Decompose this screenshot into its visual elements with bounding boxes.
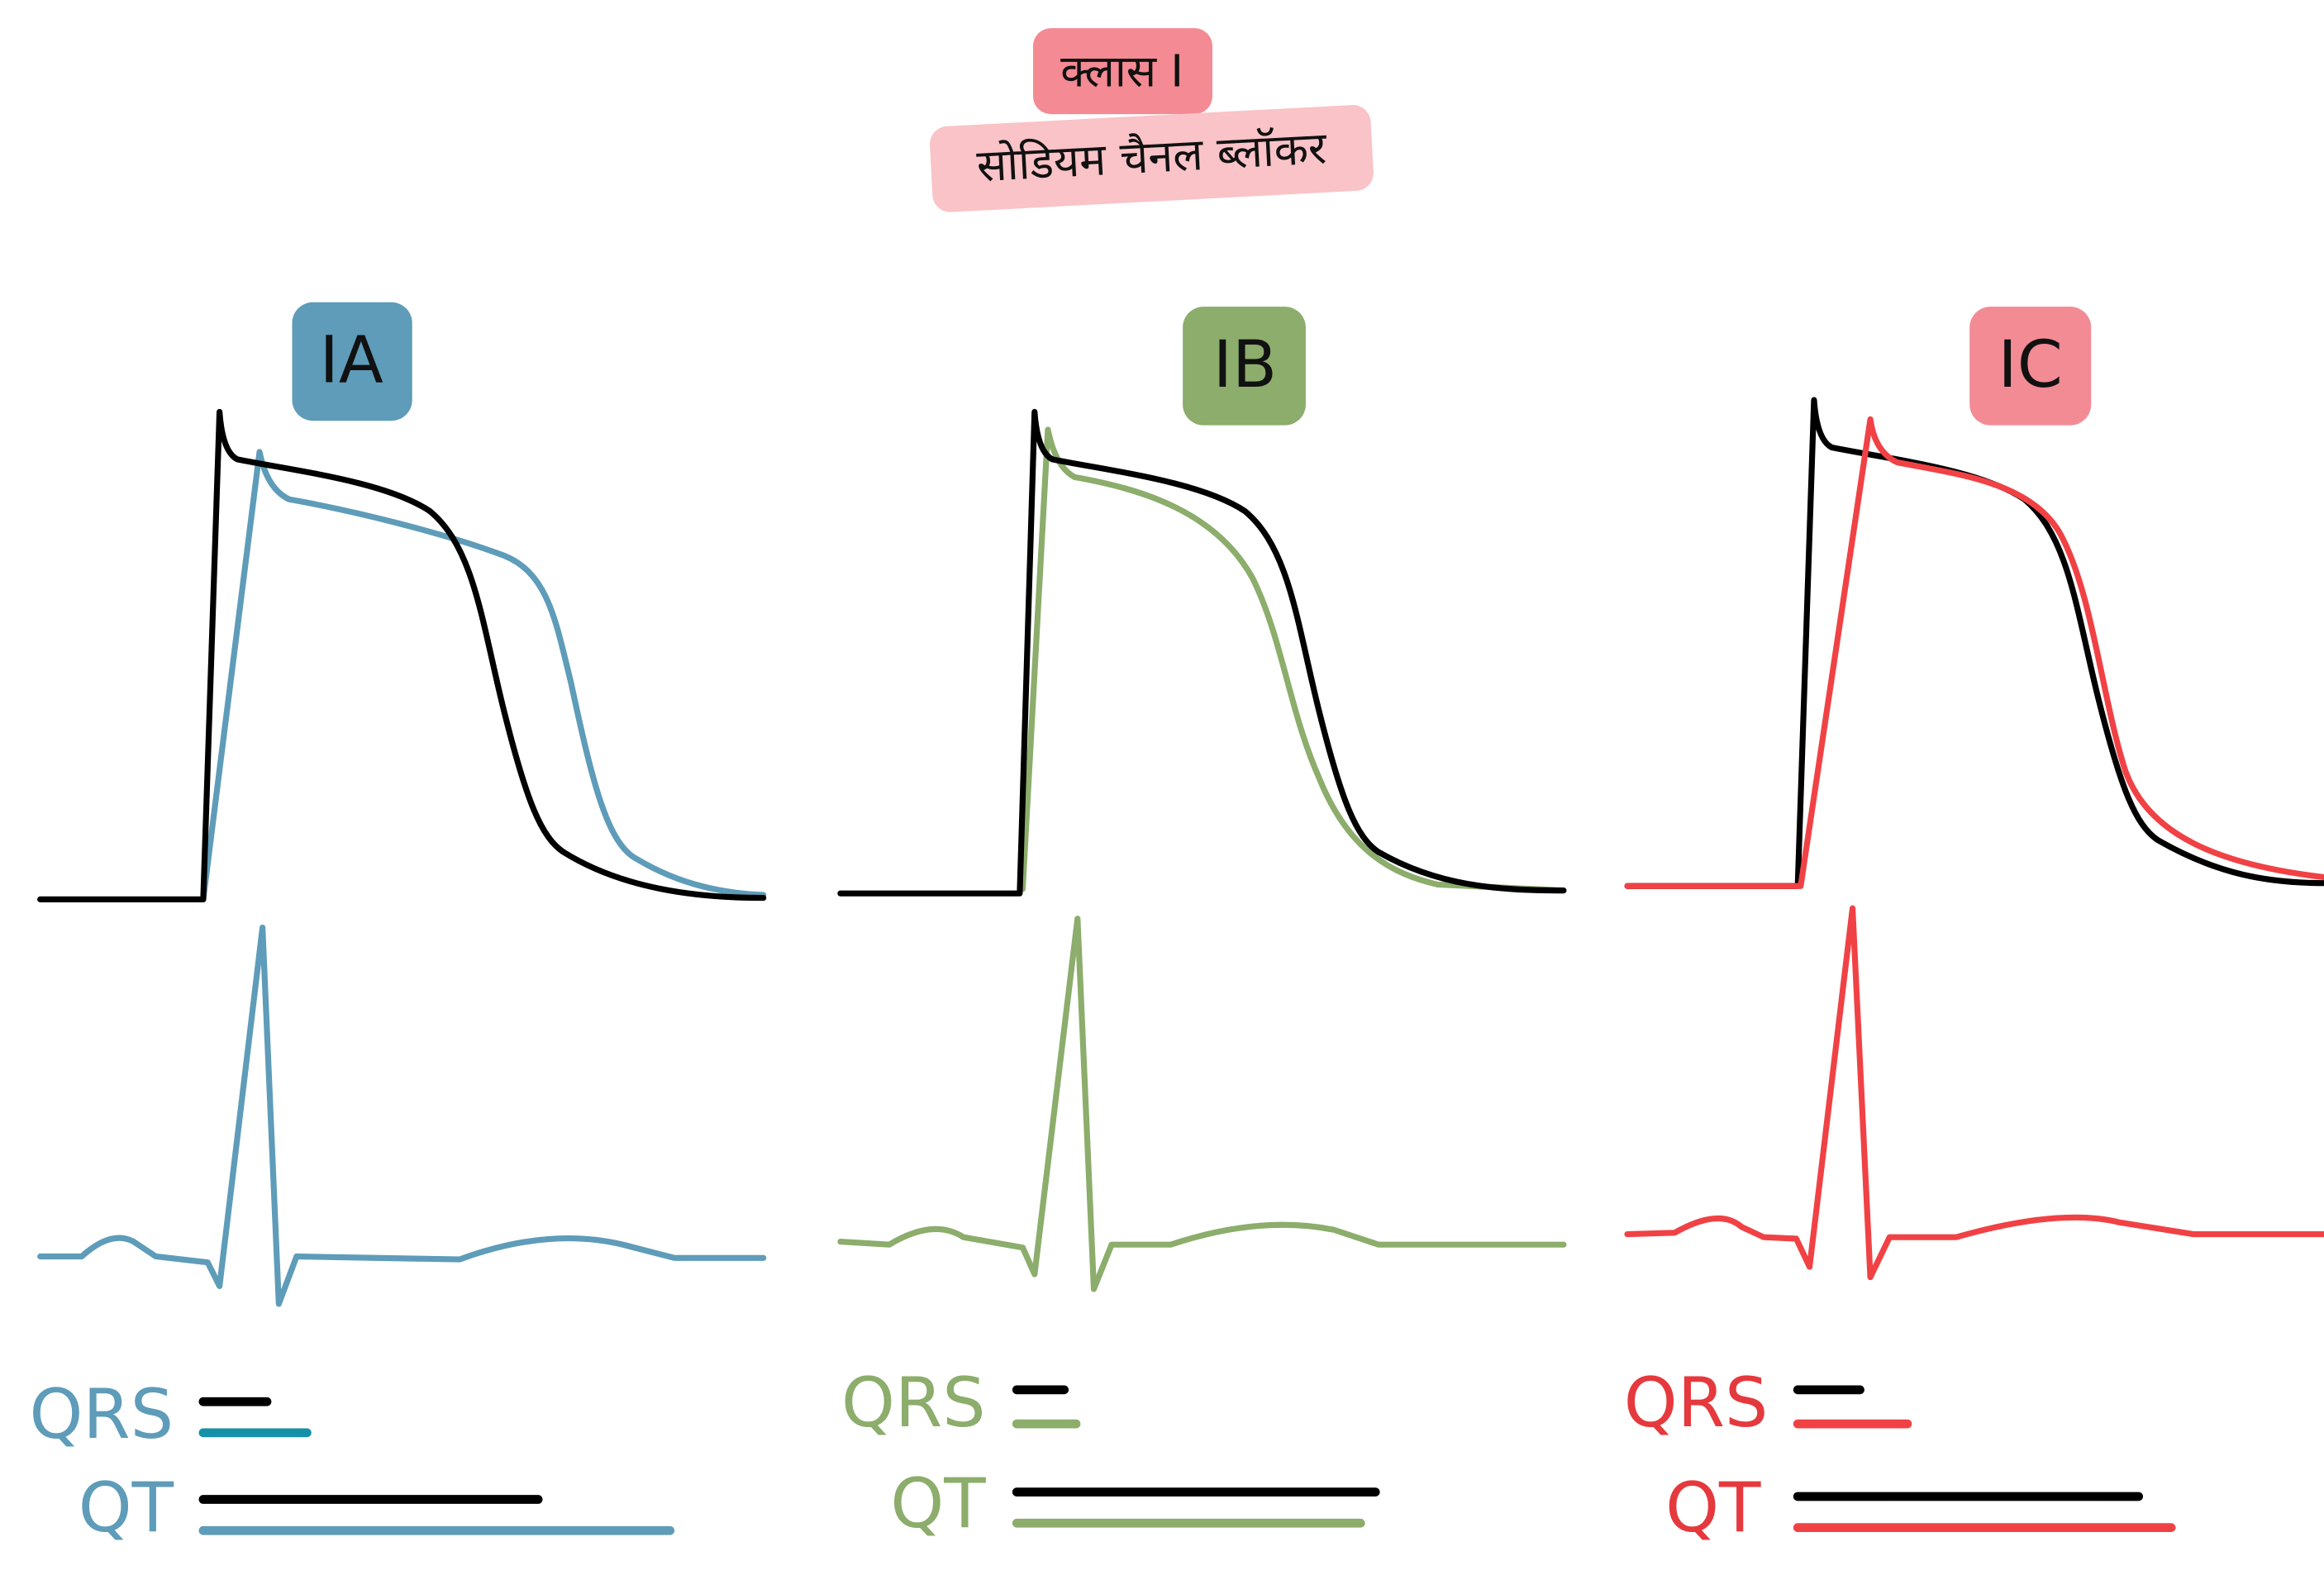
panel-label: IB [1213,326,1277,402]
qrs-label: QRS [29,1375,174,1454]
subtitle-badge [930,105,1374,212]
class-badge [1033,28,1212,115]
ecg-trace [37,924,767,1307]
qt-label: QT [890,1464,986,1544]
baseline-action-potential [37,408,767,902]
panel-label: IA [320,322,383,398]
baseline-action-potential [1624,397,2324,889]
class-label: क्लास I [1060,45,1183,97]
qrs-label: QRS [841,1363,986,1443]
panel-badge [292,302,412,421]
baseline-action-potential [837,408,1567,897]
qt-label: QT [79,1468,174,1548]
subtitle-group: सोडियम चैनल ब्लॉकर [930,105,1374,212]
panel-badge [1969,307,2092,426]
drug-action-potential [1019,426,1567,894]
drug-action-potential [1624,416,2324,889]
qrs-label: QRS [1624,1363,1769,1443]
panel-badge [1183,307,1306,426]
qt-label: QT [1665,1468,1761,1548]
drug-action-potential [200,449,767,902]
ecg-trace [837,916,1567,1292]
ecg-trace [1624,905,2324,1281]
panel-label: IC [1998,326,2063,402]
